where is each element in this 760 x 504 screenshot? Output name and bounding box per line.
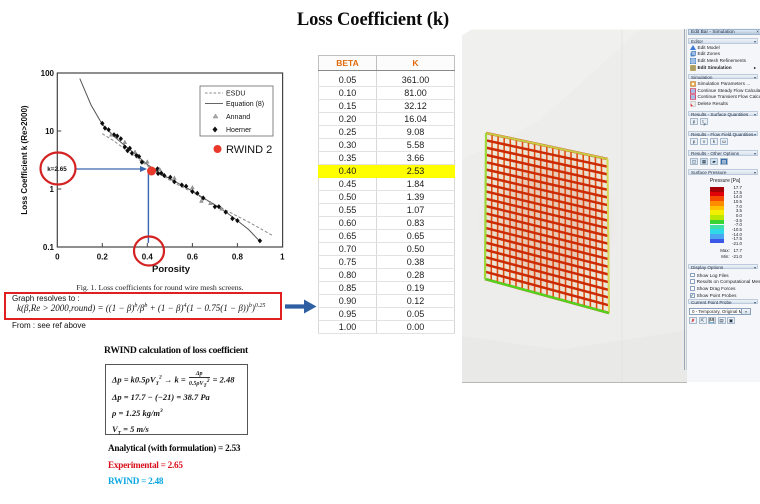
svg-text:Annand: Annand xyxy=(226,114,250,121)
svg-text:0: 0 xyxy=(55,253,60,262)
svg-text:ESDU: ESDU xyxy=(226,91,245,98)
svg-text:1: 1 xyxy=(50,185,55,194)
svg-text:Hoerner: Hoerner xyxy=(226,127,252,134)
svg-text:0.1: 0.1 xyxy=(43,243,55,252)
svg-text:Loss Coefficient k (Re>2000): Loss Coefficient k (Re>2000) xyxy=(20,105,29,214)
svg-text:0.6: 0.6 xyxy=(187,253,199,262)
svg-text:100: 100 xyxy=(41,69,55,78)
svg-text:1: 1 xyxy=(280,253,285,262)
svg-text:10: 10 xyxy=(45,127,54,136)
svg-text:0.4: 0.4 xyxy=(142,253,154,262)
svg-text:k=2.65: k=2.65 xyxy=(47,166,67,173)
svg-text:0.2: 0.2 xyxy=(97,253,109,262)
svg-text:0.8: 0.8 xyxy=(232,253,244,262)
svg-text:RWIND 2: RWIND 2 xyxy=(226,144,272,156)
svg-text:Porosity: Porosity xyxy=(152,264,191,275)
svg-text:Equation (8): Equation (8) xyxy=(226,101,264,108)
